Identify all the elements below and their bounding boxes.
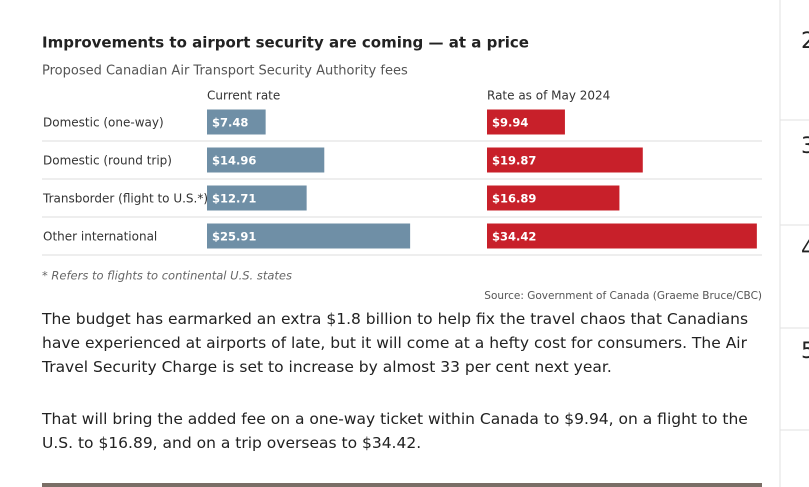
chart-title: Improvements to airport security are com… — [42, 34, 529, 52]
value-label: $12.71 — [212, 192, 256, 206]
sidebar-number: 5 — [801, 339, 809, 364]
value-label: $7.48 — [212, 116, 248, 130]
paragraph: The budget has earmarked an extra $1.8 b… — [42, 310, 749, 376]
sidebar-number: 4 — [801, 237, 809, 262]
chart-subtitle: Proposed Canadian Air Transport Security… — [42, 64, 408, 79]
category-label: Domestic (round trip) — [43, 154, 172, 168]
value-label: $25.91 — [212, 230, 256, 244]
value-label: $19.87 — [492, 154, 536, 168]
legend-label: Rate as of May 2024 — [487, 89, 610, 103]
category-label: Other international — [43, 230, 157, 244]
chart-source: Source: Government of Canada (Graeme Bru… — [484, 290, 762, 302]
bar — [207, 185, 307, 211]
value-label: $14.96 — [212, 154, 256, 168]
value-label: $9.94 — [492, 116, 528, 130]
category-label: Transborder (flight to U.S.*) — [42, 192, 208, 206]
bar — [487, 147, 643, 173]
bar — [207, 147, 325, 173]
sidebar-number: 2 — [801, 29, 809, 54]
bar — [487, 109, 565, 135]
value-label: $16.89 — [492, 192, 536, 206]
bar — [207, 223, 411, 249]
bar — [207, 109, 266, 135]
sidebar-number: 3 — [801, 134, 809, 159]
chart-note: * Refers to flights to continental U.S. … — [42, 269, 292, 283]
paragraph: That will bring the added fee on a one-w… — [42, 410, 748, 452]
bar — [487, 185, 620, 211]
value-label: $34.42 — [492, 230, 536, 244]
bar — [487, 223, 757, 249]
category-label: Domestic (one-way) — [43, 116, 164, 130]
image-strip — [42, 483, 762, 487]
legend-label: Current rate — [207, 89, 280, 103]
